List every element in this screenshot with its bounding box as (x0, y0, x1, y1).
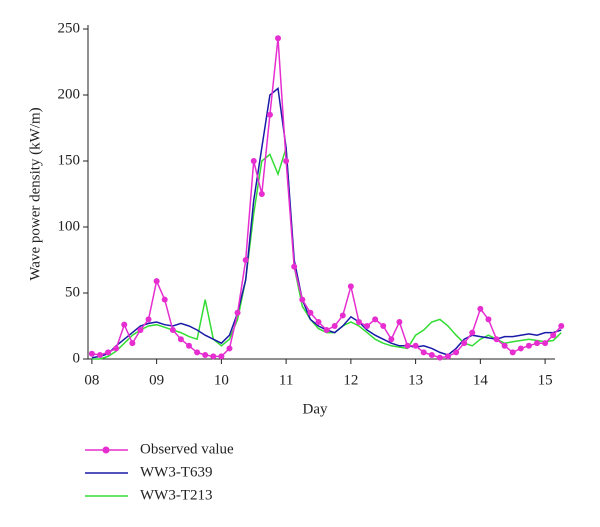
data-point (194, 349, 201, 356)
data-point (266, 111, 273, 118)
data-point (517, 345, 524, 352)
data-point (542, 340, 549, 347)
x-tick-label: 13 (408, 372, 423, 388)
data-point (161, 296, 168, 303)
x-tick-label: 09 (149, 372, 164, 388)
data-point (364, 323, 371, 329)
data-point (169, 326, 176, 333)
data-point (372, 316, 379, 323)
data-point (493, 336, 500, 343)
x-tick-label: 14 (473, 372, 489, 388)
data-point (186, 342, 193, 349)
series-line (91, 86, 562, 359)
data-point (412, 342, 419, 349)
legend-label: WW3-T639 (140, 464, 212, 480)
data-point (177, 336, 184, 343)
data-point (388, 336, 395, 343)
data-point (137, 326, 144, 333)
data-point (105, 349, 112, 356)
y-tick-label: 50 (65, 284, 80, 300)
data-point (202, 352, 209, 359)
data-point (404, 342, 411, 349)
data-point (291, 263, 298, 270)
data-point (307, 309, 314, 316)
data-point (436, 354, 443, 361)
y-tick-label: 100 (58, 218, 81, 234)
y-tick-label: 150 (58, 152, 81, 168)
legend-marker (102, 446, 110, 454)
data-point (153, 278, 160, 285)
data-point (315, 319, 322, 326)
y-tick-label: 200 (58, 86, 81, 102)
data-point (283, 158, 290, 164)
data-point (428, 352, 435, 359)
data-point (420, 349, 427, 356)
data-point (234, 309, 241, 316)
data-point (444, 353, 451, 360)
x-tick-label: 08 (84, 372, 99, 388)
data-point (453, 349, 460, 356)
data-point (323, 326, 330, 333)
data-point (258, 191, 265, 197)
data-point (396, 319, 403, 326)
data-point (121, 321, 128, 328)
data-point (534, 340, 541, 347)
y-tick-label: 250 (58, 20, 81, 36)
data-point (331, 323, 338, 329)
x-tick-label: 12 (343, 372, 358, 388)
data-point (250, 158, 257, 164)
data-point (129, 340, 136, 347)
data-point (461, 340, 468, 347)
legend-label: Observed value (140, 441, 234, 457)
data-point (469, 329, 476, 336)
data-point (347, 283, 354, 290)
data-point (275, 35, 282, 42)
data-point (509, 349, 516, 356)
x-axis-label: Day (303, 401, 328, 417)
x-tick-label: 11 (279, 372, 293, 388)
data-point (550, 332, 557, 339)
data-point (525, 342, 532, 349)
data-point (226, 345, 233, 352)
data-point (477, 305, 484, 312)
data-point (558, 323, 565, 329)
x-tick-label: 15 (538, 372, 553, 388)
data-point (485, 316, 492, 323)
data-point (88, 350, 95, 357)
data-point (501, 342, 508, 349)
data-point (145, 316, 152, 323)
data-point (242, 257, 249, 263)
series-line (91, 38, 562, 359)
data-point (355, 319, 362, 326)
x-tick-label: 10 (214, 372, 229, 388)
data-point (299, 296, 306, 303)
data-point (113, 345, 120, 352)
y-tick-label: 0 (73, 350, 81, 366)
data-point (96, 352, 103, 359)
data-point (339, 312, 346, 319)
data-point (218, 353, 225, 360)
legend-label: WW3-T213 (140, 487, 212, 503)
data-point (380, 323, 387, 329)
y-axis-label: Wave power density (kW/m) (27, 107, 43, 280)
data-point (210, 353, 217, 360)
